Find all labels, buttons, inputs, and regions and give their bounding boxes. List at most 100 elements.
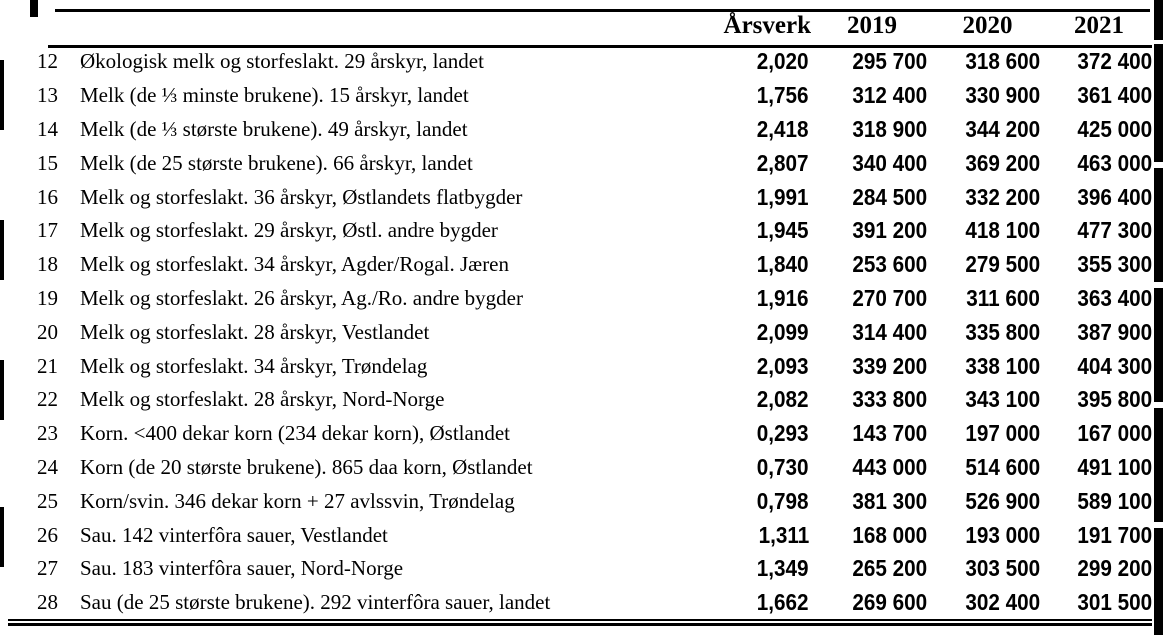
table-header: Årsverk 2019 2020 2021 <box>8 6 1154 45</box>
row-number-cell: 28 <box>37 590 58 615</box>
row-number-cell: 20 <box>37 319 58 344</box>
numeric-value: 526 900 <box>965 487 1040 514</box>
row-number-cell: 16 <box>37 184 58 209</box>
arsverk-cell: 1,311 <box>613 518 813 552</box>
numeric-value: 355 300 <box>1077 251 1152 278</box>
table-row: 18 Melk og storfeslakt. 34 årskyr, Agder/… <box>8 248 1154 282</box>
row-number-cell: 17 <box>37 218 58 243</box>
numeric-value: 1,311 <box>758 521 809 548</box>
table-row: 12 Økologisk melk og storfeslakt. 29 årsk… <box>8 45 1154 79</box>
right-edge-bar <box>1154 44 1163 162</box>
row-number-cell: 24 <box>37 454 58 479</box>
description-cell: Melk og storfeslakt. 28 årskyr, Vestland… <box>80 319 430 344</box>
description-cell: Melk og storfeslakt. 29 årskyr, Østl. an… <box>80 218 498 243</box>
year-2020-cell: 335 800 <box>931 315 1044 349</box>
year-2020-cell: 526 900 <box>931 484 1044 518</box>
numeric-value: 299 200 <box>1077 555 1152 582</box>
numeric-value: 314 400 <box>852 318 927 345</box>
header-year-2021: 2021 <box>1074 11 1124 39</box>
arsverk-cell: 1,991 <box>613 180 813 214</box>
description-cell: Melk og storfeslakt. 34 årskyr, Agder/Ro… <box>80 252 510 277</box>
arsverk-cell: 1,916 <box>613 282 813 316</box>
year-2021-cell: 425 000 <box>1044 113 1154 147</box>
row-number-cell: 18 <box>37 252 58 277</box>
description-cell: Sau (de 25 største brukene). 292 vinterf… <box>80 590 551 615</box>
numeric-value: 167 000 <box>1077 420 1152 447</box>
numeric-value: 443 000 <box>852 453 927 480</box>
numeric-value: 295 700 <box>852 48 927 75</box>
year-2019-cell: 339 200 <box>813 349 931 383</box>
row-number-cell: 15 <box>37 150 58 175</box>
numeric-value: 0,730 <box>757 453 809 480</box>
header-row: Årsverk 2019 2020 2021 <box>8 6 1154 45</box>
year-2019-cell: 391 200 <box>813 214 931 248</box>
numeric-value: 2,099 <box>757 318 809 345</box>
table-body: 12 Økologisk melk og storfeslakt. 29 årsk… <box>8 45 1154 620</box>
arsverk-cell: 2,807 <box>613 146 813 180</box>
arsverk-cell: 1,840 <box>613 248 813 282</box>
row-number-cell: 21 <box>37 353 58 378</box>
numeric-value: 372 400 <box>1077 48 1152 75</box>
arsverk-cell: 2,093 <box>613 349 813 383</box>
arsverk-cell: 2,418 <box>613 113 813 147</box>
year-2019-cell: 269 600 <box>813 586 931 620</box>
year-2021-cell: 463 000 <box>1044 146 1154 180</box>
numeric-value: 391 200 <box>852 217 927 244</box>
numeric-value: 343 100 <box>965 386 1040 413</box>
description-cell: Melk og storfeslakt. 36 årskyr, Østlande… <box>80 184 523 209</box>
table-row: 20 Melk og storfeslakt. 28 årskyr, Vestla… <box>8 315 1154 349</box>
numeric-value: 312 400 <box>852 82 927 109</box>
numeric-value: 1,991 <box>757 183 809 210</box>
table-row: 19 Melk og storfeslakt. 26 årskyr, Ag./Ro… <box>8 282 1154 316</box>
year-2020-cell: 318 600 <box>931 45 1044 79</box>
row-number-cell: 14 <box>37 116 58 141</box>
numeric-value: 381 300 <box>852 487 927 514</box>
year-2020-cell: 338 100 <box>931 349 1044 383</box>
numeric-value: 344 200 <box>965 115 1040 142</box>
arsverk-cell: 2,020 <box>613 45 813 79</box>
description-cell: Korn (de 20 største brukene). 865 daa ko… <box>80 454 533 479</box>
numeric-value: 387 900 <box>1077 318 1152 345</box>
numeric-value: 253 600 <box>852 251 927 278</box>
numeric-value: 302 400 <box>965 589 1040 616</box>
numeric-value: 333 800 <box>852 386 927 413</box>
header-description <box>58 6 613 45</box>
numeric-value: 2,807 <box>757 149 809 176</box>
year-2019-cell: 381 300 <box>813 484 931 518</box>
table-row: 14 Melk (de ⅓ største brukene). 49 årskyr… <box>8 113 1154 147</box>
year-2021-cell: 477 300 <box>1044 214 1154 248</box>
numeric-value: 1,916 <box>757 284 809 311</box>
row-number-cell: 22 <box>37 387 58 412</box>
year-2019-cell: 314 400 <box>813 315 931 349</box>
year-2021-cell: 361 400 <box>1044 79 1154 113</box>
numeric-value: 193 000 <box>965 521 1040 548</box>
description-cell: Sau. 183 vinterfôra sauer, Nord-Norge <box>80 556 404 581</box>
year-2021-cell: 372 400 <box>1044 45 1154 79</box>
numeric-value: 332 200 <box>965 183 1040 210</box>
year-2020-cell: 344 200 <box>931 113 1044 147</box>
year-2021-cell: 491 100 <box>1044 451 1154 485</box>
year-2019-cell: 253 600 <box>813 248 931 282</box>
numeric-value: 514 600 <box>965 453 1040 480</box>
numeric-value: 0,293 <box>757 420 809 447</box>
header-row-number <box>8 6 58 45</box>
year-2019-cell: 284 500 <box>813 180 931 214</box>
description-cell: Korn/svin. 346 dekar korn + 27 avlssvin,… <box>80 488 515 513</box>
right-edge-bar <box>1154 288 1163 402</box>
year-2020-cell: 279 500 <box>931 248 1044 282</box>
arsverk-cell: 0,798 <box>613 484 813 518</box>
header-year-2020: 2020 <box>962 11 1013 39</box>
left-edge-crop-artifact <box>0 60 4 130</box>
numeric-value: 301 500 <box>1077 589 1152 616</box>
numeric-value: 303 500 <box>965 555 1040 582</box>
year-2020-cell: 193 000 <box>931 518 1044 552</box>
numeric-value: 0,798 <box>757 487 809 514</box>
year-2020-cell: 514 600 <box>931 451 1044 485</box>
description-cell: Melk (de ⅓ minste brukene). 15 årskyr, l… <box>80 83 469 108</box>
numeric-value: 361 400 <box>1077 82 1152 109</box>
numeric-value: 396 400 <box>1077 183 1152 210</box>
table-header-rule <box>48 45 1152 48</box>
arsverk-cell: 1,945 <box>613 214 813 248</box>
table-row: 28 Sau (de 25 største brukene). 292 vinte… <box>8 586 1154 620</box>
